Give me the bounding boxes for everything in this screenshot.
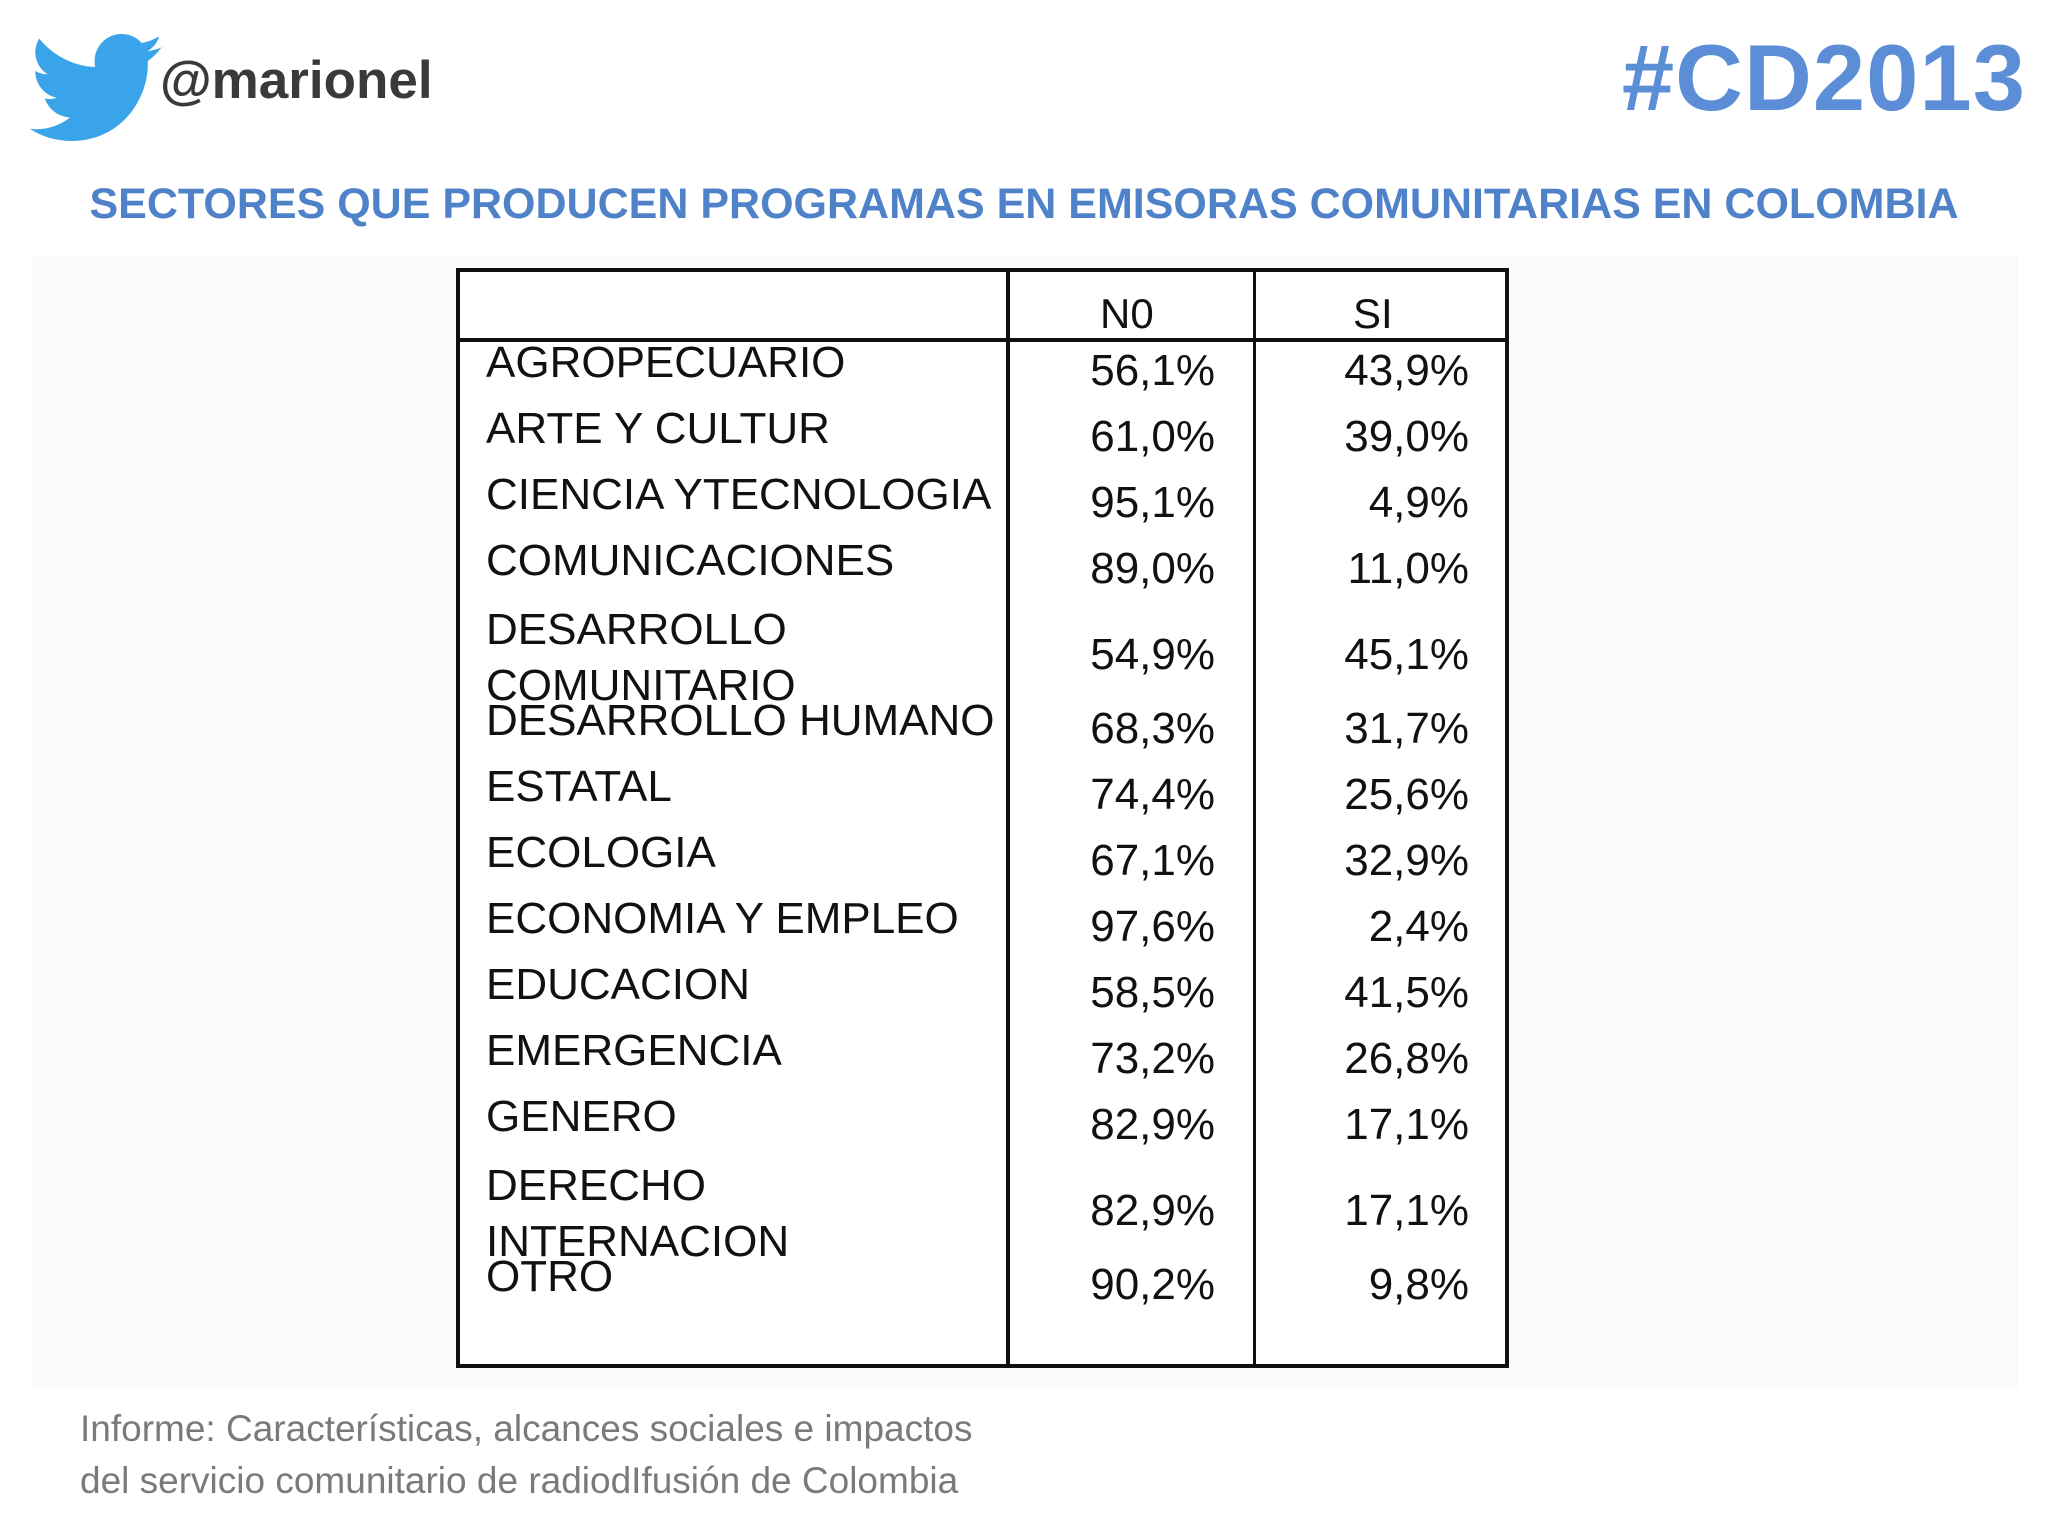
cell-no-value: 73,2% (1090, 1034, 1215, 1083)
row-label: ECOLOGIA (486, 828, 716, 877)
row-label: ESTATAL (486, 762, 672, 811)
data-table: N0 SI AGROPECUARIO 56,1% 43,9% ARTE Y CULTU… (456, 268, 1509, 1368)
cell-no-value: 89,0% (1090, 544, 1215, 593)
row-label: EMERGENCIA (486, 1026, 782, 1075)
table-row: OTRO 90,2% 9,8% (460, 1252, 1505, 1318)
row-label: DESARROLLO COMUNITARIO (486, 605, 796, 710)
cell-no-value: 61,0% (1090, 412, 1215, 461)
row-label: EDUCACION (486, 960, 751, 1009)
row-label: OTRO (486, 1252, 614, 1301)
cell-no-value: 67,1% (1090, 836, 1215, 885)
cell-si-value: 9,8% (1368, 1260, 1469, 1309)
twitter-handle: @marionel (160, 51, 433, 110)
cell-no-value: 74,4% (1090, 770, 1215, 819)
table-row: EMERGENCIA 73,2% 26,8% (460, 1026, 1505, 1092)
cell-si-value: 26,8% (1344, 1034, 1469, 1083)
page-title: SECTORES QUE PRODUCEN PROGRAMAS EN EMISO… (89, 180, 1959, 228)
cell-si-value: 4,9% (1368, 478, 1469, 527)
column-divider-values (1253, 272, 1256, 1364)
table-row: AGROPECUARIO 56,1% 43,9% (460, 338, 1505, 404)
table-row: DERECHO INTERNACION 82,9% 17,1% (460, 1158, 1505, 1266)
table-row: ARTE Y CULTUR 61,0% 39,0% (460, 404, 1505, 470)
table-row: DESARROLLO COMUNITARIO 54,9% 45,1% (460, 602, 1505, 710)
cell-si-value: 43,9% (1344, 346, 1469, 395)
table-row: ECONOMIA Y EMPLEO 97,6% 2,4% (460, 894, 1505, 960)
table-row: ECOLOGIA 67,1% 32,9% (460, 828, 1505, 894)
source-citation: Informe: Características, alcances socia… (80, 1403, 972, 1507)
cell-si-value: 11,0% (1347, 544, 1470, 593)
cell-si-value: 25,6% (1344, 770, 1469, 819)
twitter-bird-icon (30, 34, 163, 141)
cell-si-value: 17,1% (1344, 1186, 1469, 1235)
cell-no-value: 68,3% (1090, 704, 1215, 753)
cell-no-value: 82,9% (1090, 1100, 1215, 1149)
source-line-2: del servicio comunitario de radiodIfusió… (80, 1460, 959, 1501)
table-row: EDUCACION 58,5% 41,5% (460, 960, 1505, 1026)
row-label: CIENCIA YTECNOLOGIA (486, 470, 992, 519)
table-row: CIENCIA YTECNOLOGIA 95,1% 4,9% (460, 470, 1505, 536)
cell-no-value: 58,5% (1090, 968, 1215, 1017)
cell-no-value: 97,6% (1090, 902, 1215, 951)
row-label: DERECHO INTERNACION (486, 1161, 790, 1266)
source-line-1: Informe: Características, alcances socia… (80, 1408, 973, 1449)
table-row: GENERO 82,9% 17,1% (460, 1092, 1505, 1158)
table-row: COMUNICACIONES 89,0% 11,0% (460, 536, 1505, 602)
column-divider-label (1006, 272, 1010, 1364)
cell-no-value: 90,2% (1090, 1260, 1215, 1309)
cell-no-value: 82,9% (1090, 1186, 1215, 1235)
cell-no-value: 56,1% (1090, 346, 1215, 395)
cell-si-value: 32,9% (1344, 836, 1469, 885)
row-label: ARTE Y CULTUR (486, 404, 830, 453)
row-label: DESARROLLO HUMANO (486, 696, 995, 745)
cell-si-value: 2,4% (1368, 902, 1469, 951)
cell-si-value: 17,1% (1344, 1100, 1469, 1149)
column-header-si: SI (1353, 290, 1393, 337)
table-row: DESARROLLO HUMANO 68,3% 31,7% (460, 696, 1505, 762)
cell-si-value: 31,7% (1344, 704, 1469, 753)
cell-si-value: 41,5% (1344, 968, 1469, 1017)
row-label: AGROPECUARIO (486, 338, 846, 387)
hashtag: #CD2013 (1621, 25, 2026, 130)
cell-si-value: 39,0% (1344, 412, 1469, 461)
row-label: ECONOMIA Y EMPLEO (486, 894, 959, 943)
cell-no-value: 95,1% (1090, 478, 1215, 527)
cell-no-value: 54,9% (1090, 630, 1215, 679)
table-row: ESTATAL 74,4% 25,6% (460, 762, 1505, 828)
row-label: GENERO (486, 1092, 677, 1141)
header-divider (460, 338, 1505, 342)
column-header-no: N0 (1100, 290, 1154, 337)
row-label: COMUNICACIONES (486, 536, 895, 585)
cell-si-value: 45,1% (1344, 630, 1469, 679)
